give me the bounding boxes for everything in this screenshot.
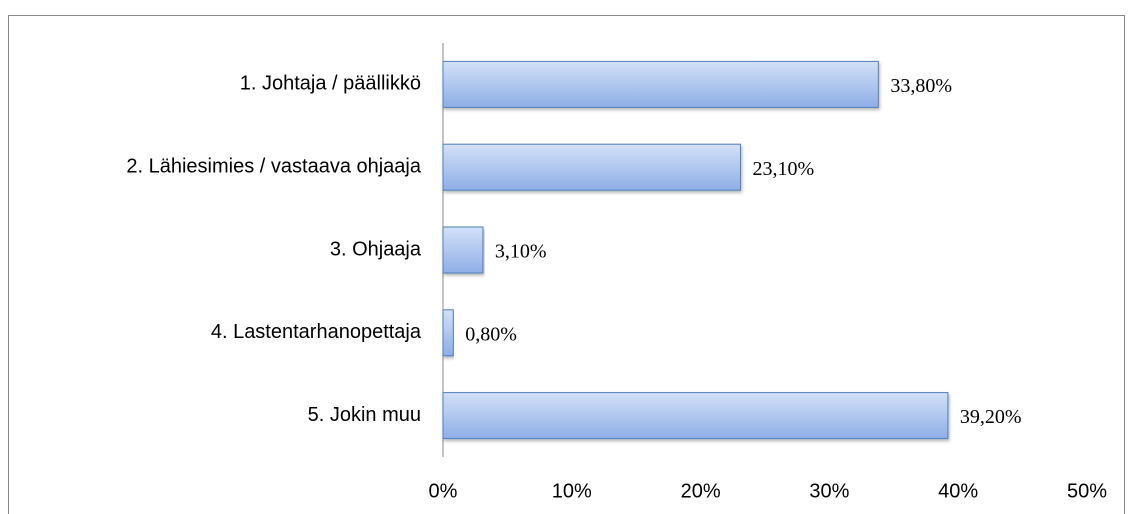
x-tick-label: 0% xyxy=(429,480,458,502)
chart-border xyxy=(8,15,1125,514)
y-tick-label: 2. Lähiesimies / vastaava ohjaaja xyxy=(126,155,421,177)
y-tick-label: 4. Lastentarhanopettaja xyxy=(211,321,422,343)
value-label: 33,80% xyxy=(890,75,952,97)
x-tick-label: 50% xyxy=(1067,480,1107,502)
bar xyxy=(442,226,484,274)
x-tick-label: 30% xyxy=(809,480,849,502)
bar xyxy=(442,309,454,357)
x-tick-label: 10% xyxy=(552,480,592,502)
x-tick-label: 20% xyxy=(681,480,721,502)
value-label: 23,10% xyxy=(753,158,815,180)
x-tick-label: 40% xyxy=(938,480,978,502)
value-label: 0,80% xyxy=(465,323,517,345)
bar xyxy=(442,143,742,191)
y-tick-label: 5. Jokin muu xyxy=(308,404,421,426)
value-label: 3,10% xyxy=(495,241,547,263)
y-tick-label: 1. Johtaja / päällikkö xyxy=(240,73,421,95)
y-tick-label: 3. Ohjaaja xyxy=(330,238,422,260)
value-label: 39,20% xyxy=(960,406,1022,428)
bar xyxy=(442,392,949,440)
bar xyxy=(442,60,879,108)
